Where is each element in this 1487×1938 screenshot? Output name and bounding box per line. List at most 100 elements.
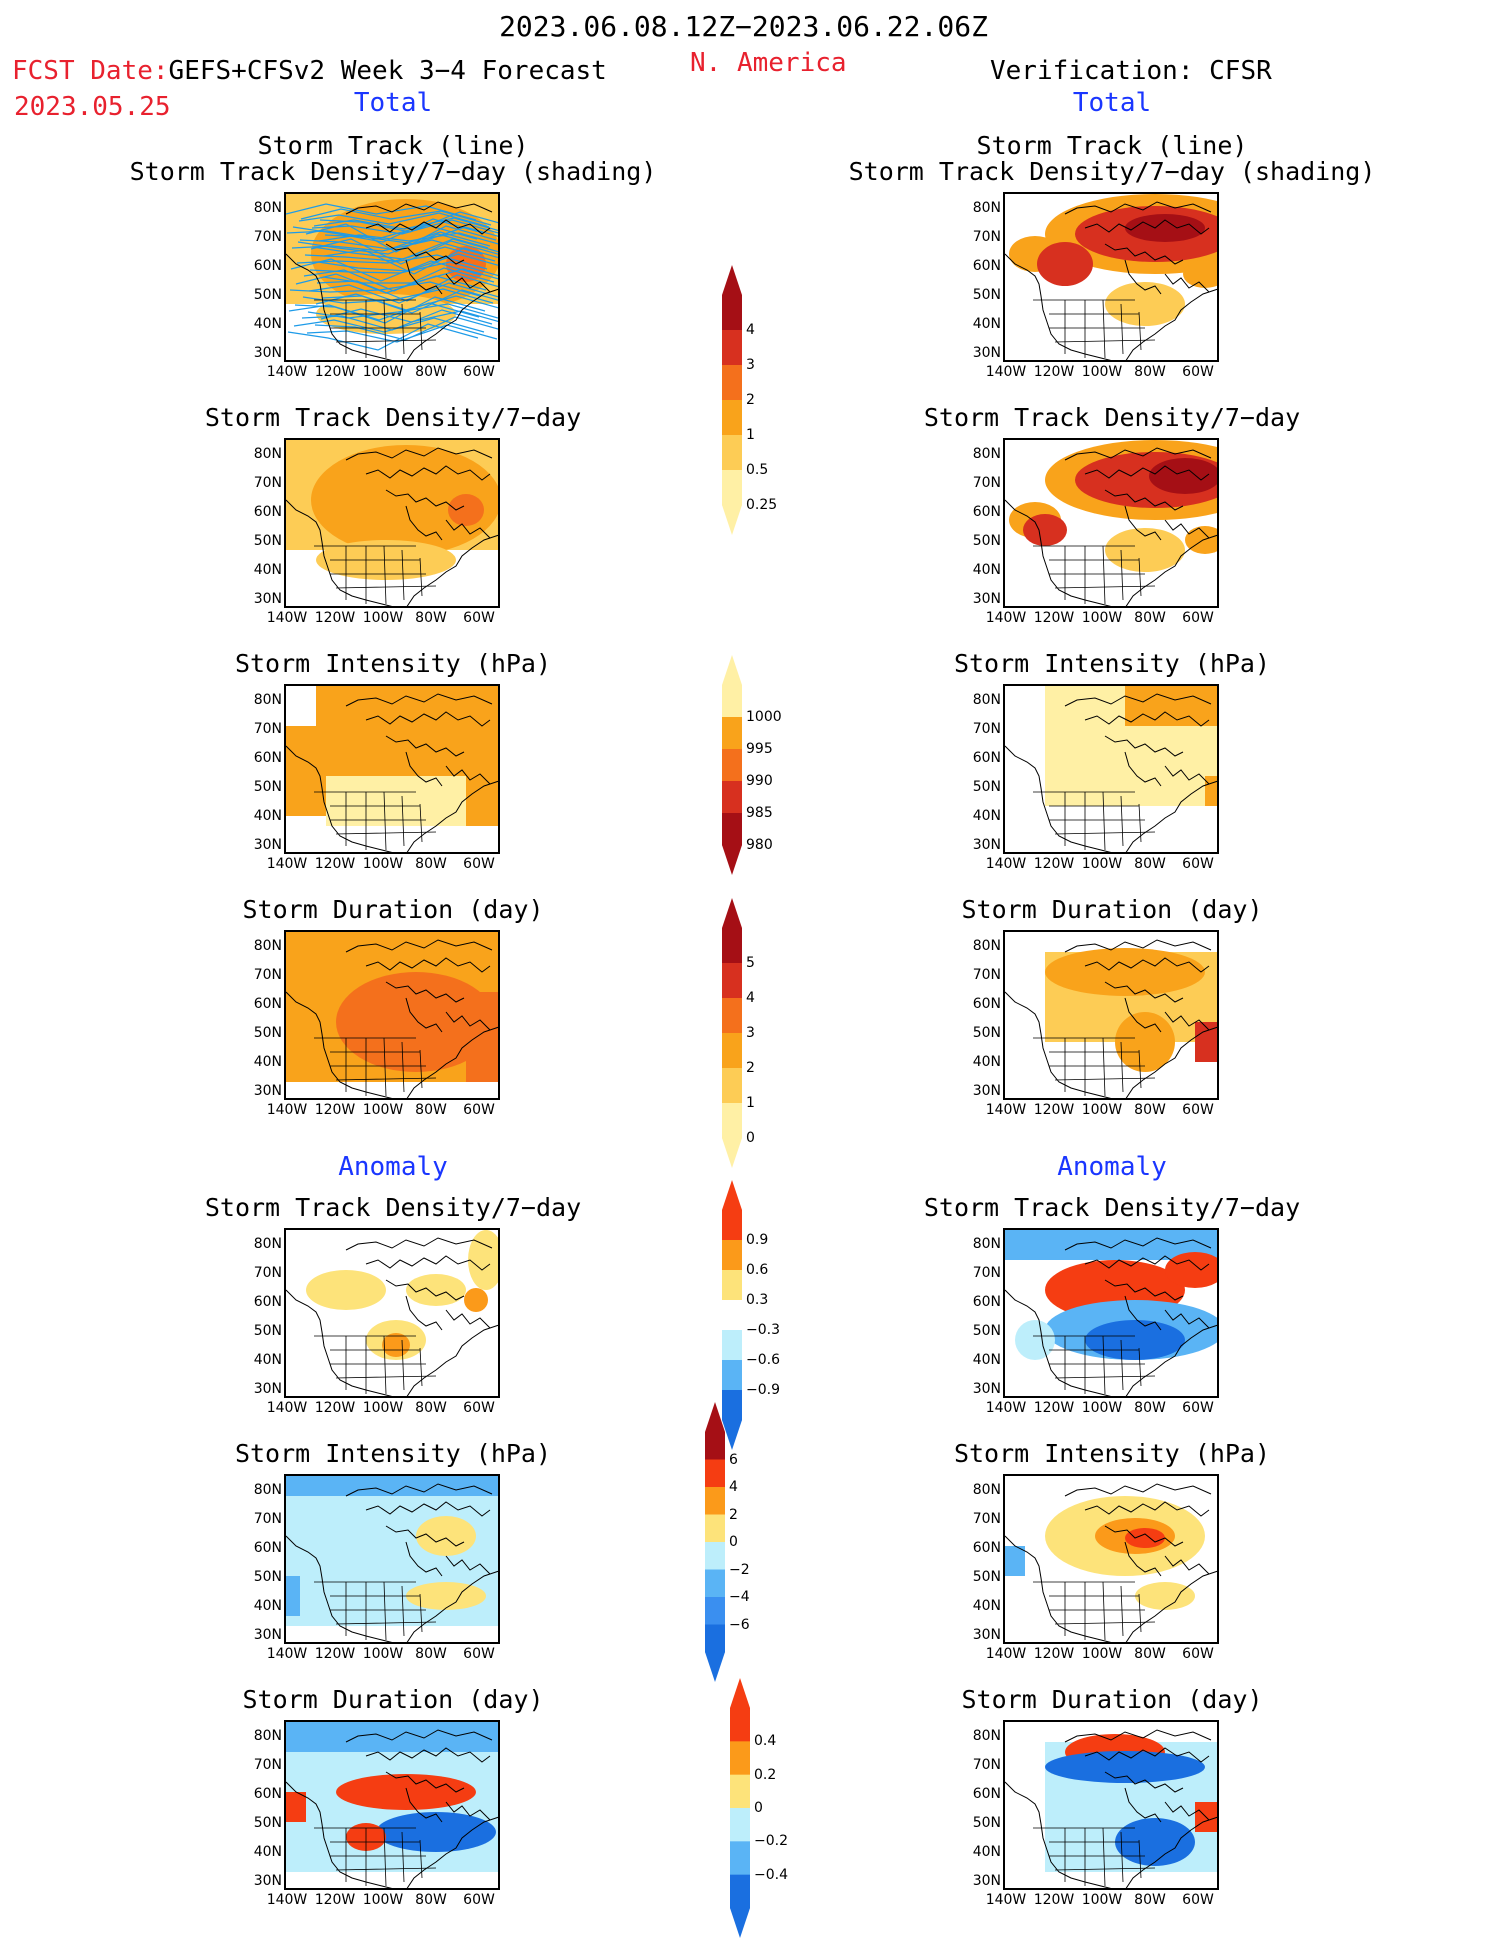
section-anomaly-left: Anomaly: [338, 1152, 448, 1182]
lon-label: 140W: [266, 364, 308, 380]
lon-label: 120W: [314, 1102, 356, 1118]
lat-label: 70N: [253, 1757, 282, 1773]
colorbar-label: −0.9: [746, 1382, 780, 1398]
title-density-left: Storm Track Density/7−day: [204, 403, 582, 432]
lon-label: 140W: [266, 610, 308, 626]
map-panel-L0: [284, 192, 500, 362]
lat-label: 50N: [253, 1025, 282, 1041]
lon-label: 140W: [985, 610, 1027, 626]
lat-label: 60N: [972, 750, 1001, 766]
lon-label: 60W: [1182, 1102, 1214, 1118]
lon-label: 80W: [415, 1892, 447, 1908]
lon-label: 120W: [314, 1892, 356, 1908]
lat-label: 80N: [253, 1728, 282, 1744]
lat-label: 60N: [253, 996, 282, 1012]
lat-label: 70N: [253, 229, 282, 245]
lat-label: 50N: [972, 779, 1001, 795]
lat-label: 30N: [253, 1381, 282, 1397]
lat-label: 80N: [253, 446, 282, 462]
lon-label: 60W: [463, 1646, 495, 1662]
map-canvas-L5: [286, 1476, 498, 1642]
lat-label: 40N: [972, 808, 1001, 824]
lat-label: 30N: [972, 345, 1001, 361]
colorbar-label: 980: [746, 837, 773, 853]
lon-label: 60W: [1182, 856, 1214, 872]
lat-label: 30N: [253, 1873, 282, 1889]
colorbar-label: 4: [729, 1479, 738, 1495]
colorbar-label: 2: [729, 1506, 738, 1523]
lon-label: 120W: [314, 856, 356, 872]
lat-label: 40N: [972, 316, 1001, 332]
lat-label: 70N: [253, 1265, 282, 1281]
colorbar-label: 4: [746, 322, 755, 338]
lon-label: 60W: [463, 1102, 495, 1118]
colorbar-label: 0: [746, 1130, 755, 1146]
map-panel-R0: [1003, 192, 1219, 362]
lon-label: 80W: [415, 1400, 447, 1416]
map-canvas-L0: [286, 194, 498, 360]
lon-label: 60W: [1182, 1646, 1214, 1662]
lat-label: 50N: [972, 287, 1001, 303]
lon-label: 80W: [1134, 610, 1166, 626]
lon-label: 100W: [362, 1892, 404, 1908]
map-canvas-R2: [1005, 686, 1217, 852]
colorbar-label: −2: [729, 1561, 750, 1578]
lat-label: 40N: [972, 1598, 1001, 1614]
lon-label: 80W: [1134, 1400, 1166, 1416]
lat-label: 30N: [253, 345, 282, 361]
lat-label: 60N: [253, 750, 282, 766]
lon-label: 60W: [463, 1400, 495, 1416]
lat-label: 60N: [972, 1786, 1001, 1802]
lon-label: 100W: [362, 610, 404, 626]
lon-label: 100W: [1081, 1646, 1123, 1662]
lon-label: 140W: [266, 1400, 308, 1416]
lon-label: 100W: [1081, 1892, 1123, 1908]
lon-label: 120W: [314, 1400, 356, 1416]
lat-label: 50N: [972, 1323, 1001, 1339]
lon-label: 80W: [1134, 1646, 1166, 1662]
colorbar-label: −0.6: [746, 1352, 780, 1368]
title-density-right: Storm Track Density/7−day: [923, 403, 1301, 432]
lon-label: 60W: [1182, 1892, 1214, 1908]
title-intensity-left: Storm Intensity (hPa): [234, 649, 552, 678]
lon-label: 120W: [1033, 610, 1075, 626]
lon-label: 80W: [1134, 856, 1166, 872]
region-title: N. America: [690, 48, 847, 78]
title-anom-density-left: Storm Track Density/7−day: [204, 1193, 582, 1222]
colorbar-label: 0.3: [746, 1292, 769, 1308]
lon-label: 80W: [415, 364, 447, 380]
lon-label: 140W: [985, 364, 1027, 380]
title-track-line-right: Storm Track (line): [976, 131, 1248, 160]
title-track-shading-left: Storm Track Density/7−day (shading): [129, 157, 657, 186]
lat-label: 80N: [972, 938, 1001, 954]
colorbar-label: 0: [754, 1800, 763, 1816]
colorbar-label: 2: [746, 1060, 755, 1076]
lon-label: 120W: [1033, 856, 1075, 872]
lat-label: 60N: [972, 1540, 1001, 1556]
lon-label: 80W: [1134, 1102, 1166, 1118]
lon-label: 100W: [1081, 1400, 1123, 1416]
title-track-shading-right: Storm Track Density/7−day (shading): [848, 157, 1376, 186]
colorbar-density_total: [722, 265, 742, 535]
map-canvas-R3: [1005, 939, 1217, 1098]
lat-label: 30N: [253, 591, 282, 607]
map-panel-L2: [284, 684, 500, 854]
lat-label: 30N: [972, 1083, 1001, 1099]
colorbar-label: 3: [746, 357, 755, 373]
lat-label: 60N: [972, 504, 1001, 520]
colorbar-density_anom: [722, 1180, 742, 1450]
lat-label: 50N: [253, 1323, 282, 1339]
map-panel-R4: [1003, 1228, 1219, 1398]
lon-label: 140W: [985, 1892, 1027, 1908]
lat-label: 80N: [972, 1482, 1001, 1498]
lat-label: 30N: [972, 1381, 1001, 1397]
lat-label: 40N: [253, 562, 282, 578]
lat-label: 40N: [253, 808, 282, 824]
section-anomaly-right: Anomaly: [1057, 1152, 1167, 1182]
lat-label: 70N: [972, 721, 1001, 737]
colorbar-label: 2: [746, 392, 755, 408]
lat-label: 30N: [253, 837, 282, 853]
lon-label: 80W: [1134, 1892, 1166, 1908]
colorbar-label: 1000: [746, 709, 782, 725]
lat-label: 50N: [253, 533, 282, 549]
